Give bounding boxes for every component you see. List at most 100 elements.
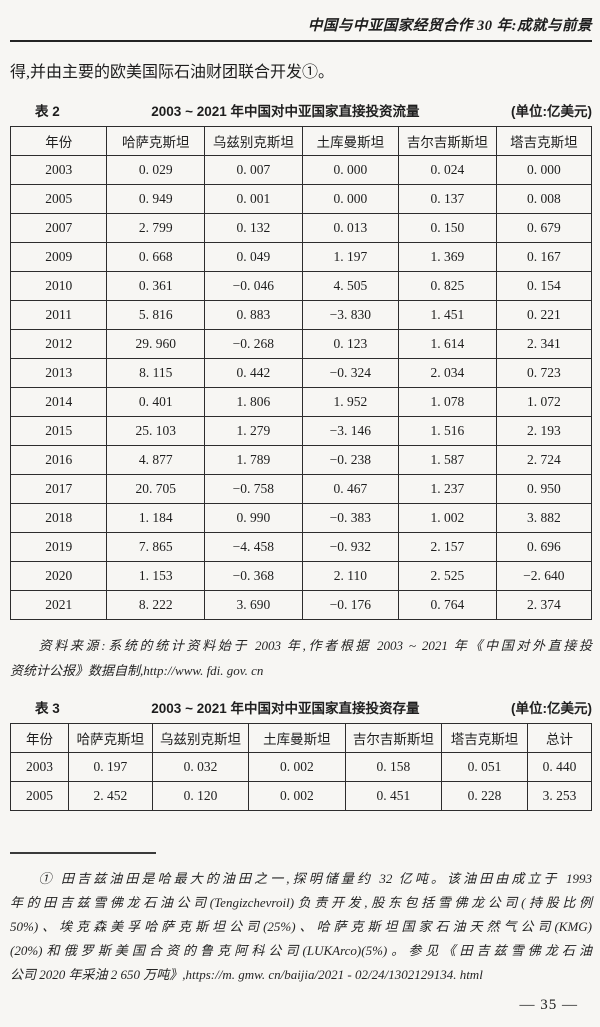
table-cell: −0. 324 (301, 358, 400, 388)
table-cell: 0. 668 (106, 242, 206, 272)
table2-label: 表 2 (35, 104, 60, 119)
table-cell: 2017 (9, 474, 108, 504)
table-cell: −4. 458 (204, 532, 303, 562)
table-cell: 2018 (9, 503, 108, 533)
table-cell: 0. 049 (204, 242, 303, 272)
column-header: 哈萨克斯坦 (106, 126, 206, 156)
intro-paragraph: 得,并由主要的欧美国际石油财团联合开发①。 (10, 64, 335, 81)
table-cell: 2003 (9, 752, 70, 782)
table-cell: 0. 197 (68, 752, 153, 782)
column-header: 乌兹别克斯坦 (151, 723, 250, 753)
table-cell: 2019 (9, 532, 108, 562)
table-cell: −0. 383 (301, 503, 400, 533)
table-cell: 4. 505 (301, 271, 400, 301)
table-cell: 1. 789 (204, 445, 303, 475)
table2-fdi-flows: 年份 哈萨克斯坦 乌兹别克斯坦 土库曼斯坦 吉尔吉斯斯坦 塔吉克斯坦 2003 0. 029 0… (9, 126, 593, 620)
table-cell: −2. 640 (495, 561, 593, 591)
table-cell: 3. 253 (527, 781, 592, 811)
footnote-line: 年的田吉兹雪佛龙石油公司(Tengizchevroil)负责开发,股东包括雪佛龙… (10, 895, 592, 910)
table-cell: 2. 525 (398, 561, 497, 591)
table-row: 2015 25. 103 1. 279 −3. 146 1. 516 2. 193 (9, 416, 593, 446)
table-row: 2016 4. 877 1. 789 −0. 238 1. 587 2. 724 (9, 445, 593, 475)
table-cell: −3. 146 (301, 416, 400, 446)
table-cell: 2014 (9, 387, 108, 417)
table-cell: 0. 137 (398, 184, 497, 214)
table-cell: 5. 816 (106, 300, 206, 330)
table-cell: 0. 000 (495, 155, 593, 185)
table-cell: 3. 690 (204, 590, 303, 620)
table-cell: 2005 (9, 781, 70, 811)
table-cell: 2. 193 (495, 416, 593, 446)
column-header: 塔吉克斯坦 (441, 723, 529, 753)
table-cell: 0. 883 (204, 300, 303, 330)
table-cell: 2012 (9, 329, 108, 359)
table-row: 2019 7. 865 −4. 458 −0. 932 2. 157 0. 696 (9, 532, 593, 562)
table-cell: 2. 110 (301, 561, 400, 591)
table-cell: 0. 723 (495, 358, 593, 388)
table-cell: 2007 (9, 213, 108, 243)
table-cell: 3. 882 (495, 503, 593, 533)
column-header: 总计 (527, 723, 592, 753)
table-cell: 0. 950 (495, 474, 593, 504)
table-cell: 0. 032 (151, 752, 250, 782)
running-header-title: 中国与中亚国家经贸合作 30 年:成就与前景 (307, 18, 592, 34)
table-cell: 8. 222 (106, 590, 206, 620)
table-row: 2007 2. 799 0. 132 0. 013 0. 150 0. 679 (9, 213, 593, 243)
page-number: — 35 — (519, 997, 578, 1013)
table-cell: 0. 001 (204, 184, 303, 214)
table-header-row: 年份 哈萨克斯坦 乌兹别克斯坦 土库曼斯坦 吉尔吉斯斯坦 塔吉克斯坦 (9, 126, 593, 156)
table-cell: 0. 150 (398, 213, 497, 243)
table-cell: 2021 (9, 590, 108, 620)
table2-source-note: 资料来源:系统的统计资料始于 2003 年,作者根据 2003 ~ 2021 年… (10, 633, 592, 683)
table-row: 2003 0. 197 0. 032 0. 002 0. 158 0. 051 0. 440 (9, 752, 592, 782)
column-header: 乌兹别克斯坦 (204, 126, 303, 156)
table-cell: 0. 221 (495, 300, 593, 330)
table-cell: 4. 877 (106, 445, 206, 475)
table-cell: −0. 176 (301, 590, 400, 620)
table-cell: 0. 000 (301, 184, 400, 214)
table-cell: −0. 932 (301, 532, 400, 562)
table2-title: 2003 ~ 2021 年中国对中亚国家直接投资流量 (151, 104, 420, 119)
table-cell: 2016 (9, 445, 108, 475)
table-cell: 0. 440 (527, 752, 592, 782)
footnote-line: 公司 2020 年采油 2 650 万吨》,https://m. gmw. cn… (10, 967, 483, 982)
running-header: 中国与中亚国家经贸合作 30 年:成就与前景 (10, 0, 592, 42)
table-cell: 0. 002 (248, 752, 346, 782)
table3-label: 表 3 (35, 701, 60, 716)
table-cell: −0. 758 (204, 474, 303, 504)
table-cell: −3. 830 (301, 300, 400, 330)
table-row: 2011 5. 816 0. 883 −3. 830 1. 451 0. 221 (9, 300, 593, 330)
table-cell: 1. 184 (106, 503, 206, 533)
table-cell: 0. 401 (106, 387, 206, 417)
table-cell: 2015 (9, 416, 108, 446)
table-cell: 25. 103 (106, 416, 206, 446)
table3-title: 2003 ~ 2021 年中国对中亚国家直接投资存量 (151, 701, 420, 716)
table3-caption: 表 3 2003 ~ 2021 年中国对中亚国家直接投资存量 (单位:亿美元) (10, 697, 592, 717)
table-cell: 20. 705 (106, 474, 206, 504)
column-header: 年份 (9, 126, 108, 156)
table-row: 2012 29. 960 −0. 268 0. 123 1. 614 2. 341 (9, 329, 593, 359)
table-cell: 2005 (9, 184, 108, 214)
table3-unit: (单位:亿美元) (511, 701, 592, 716)
table-cell: 0. 158 (344, 752, 443, 782)
table-cell: 2. 799 (106, 213, 206, 243)
table-cell: 0. 167 (495, 242, 593, 272)
table-cell: 1. 806 (204, 387, 303, 417)
footnote-line: (20%)和俄罗斯美国合资的鲁克阿科公司(LUKArco)(5%)。参见《田吉兹… (10, 943, 592, 958)
table-cell: −0. 268 (204, 329, 303, 359)
table-cell: 1. 197 (301, 242, 400, 272)
table-cell: 2. 157 (398, 532, 497, 562)
source-note-line: 资料来源:系统的统计资料始于 2003 年,作者根据 2003 ~ 2021 年… (38, 638, 592, 653)
table-cell: 0. 029 (106, 155, 206, 185)
table-cell: −0. 238 (301, 445, 400, 475)
table-cell: 8. 115 (106, 358, 206, 388)
table-cell: 0. 013 (301, 213, 400, 243)
table-cell: 0. 990 (204, 503, 303, 533)
table-row: 2014 0. 401 1. 806 1. 952 1. 078 1. 072 (9, 387, 593, 417)
table-cell: 1. 072 (495, 387, 593, 417)
table-row: 2010 0. 361 −0. 046 4. 505 0. 825 0. 154 (9, 271, 593, 301)
table-cell: 0. 000 (301, 155, 400, 185)
table-row: 2005 0. 949 0. 001 0. 000 0. 137 0. 008 (9, 184, 593, 214)
table-row: 2021 8. 222 3. 690 −0. 176 0. 764 2. 374 (9, 590, 593, 620)
table-cell: 2. 452 (68, 781, 153, 811)
